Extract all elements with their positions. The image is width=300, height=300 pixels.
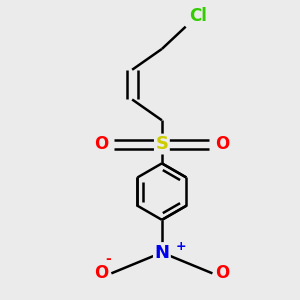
Text: O: O [94, 264, 108, 282]
Text: +: + [175, 240, 186, 253]
Text: Cl: Cl [189, 7, 206, 25]
Text: S: S [155, 135, 168, 153]
Text: -: - [106, 252, 111, 266]
Text: O: O [94, 135, 108, 153]
Text: O: O [215, 264, 230, 282]
Text: N: N [154, 244, 169, 262]
Text: O: O [215, 135, 230, 153]
